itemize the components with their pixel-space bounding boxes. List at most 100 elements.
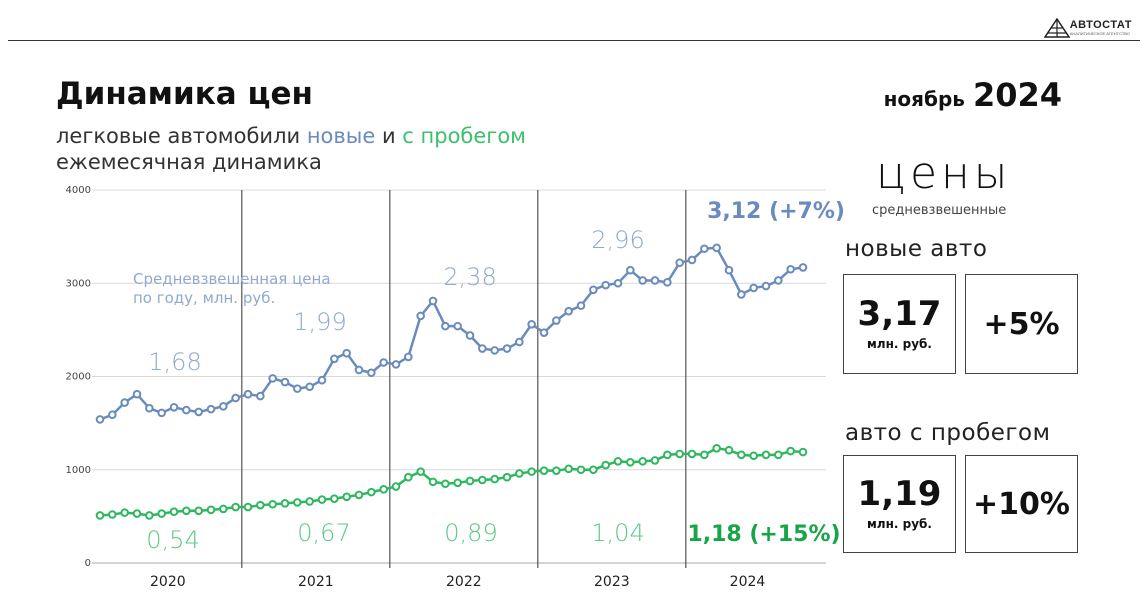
new-cars-point [441,321,450,331]
used-cars-label: авто с пробегом [845,420,1051,446]
annual-used-label: 0,67 [297,519,350,547]
new-cars-point [663,278,672,287]
used-cars-point [798,447,808,457]
used-cars-point [687,449,697,459]
new-change-value: +5% [983,306,1060,342]
used-cars-point [589,465,598,475]
used-cars-point [194,506,203,516]
new-cars-point [601,280,610,290]
used-cars-point [576,465,586,475]
used-cars-point [712,444,721,453]
used-cars-point [367,487,376,497]
used-cars-point [428,477,438,487]
new-price-unit: млн. руб. [867,337,932,351]
new-cars-point [145,403,154,413]
x-year-label: 2020 [150,574,186,590]
new-cars-point [737,290,746,299]
used-cars-point [700,450,709,460]
used-price-value: 1,19 [857,474,942,514]
used-cars-point [490,474,499,484]
new-cars-point [749,283,758,293]
subtitle-used: с пробегом [402,124,527,148]
used-cars-point [243,502,253,512]
used-cars-point [280,499,290,508]
used-cars-point [786,446,795,456]
y-tick-label: 3000 [66,278,91,289]
used-change-value: +10% [973,486,1070,522]
used-cars-point [601,460,610,470]
new-cars-point [613,278,623,288]
x-year-label: 2022 [446,574,482,590]
new-cars-point [391,360,401,369]
used-cars-point [342,492,351,502]
new-cars-point [379,358,388,367]
new-cars-point [490,346,499,355]
used-cars-point [724,445,734,455]
used-cars-point [231,502,240,512]
annotation-line-2: по году, млн. руб. [133,289,275,307]
used-cars-point [95,511,105,520]
used-cars-point [441,479,450,489]
new-cars-point [305,382,314,392]
new-cars-point [564,306,573,316]
new-cars-point [206,404,216,414]
new-cars-point [712,243,721,253]
used-cars-point [564,464,573,474]
page-title: Динамика цен [56,76,313,112]
page-subtitle: легковые автомобили новые и с пробегом [56,124,526,148]
panel-title: цены [876,148,1012,199]
annual-used-label: 1,04 [591,519,644,547]
new-cars-point [132,389,142,399]
new-cars-point [478,344,487,353]
used-cars-point [391,482,401,491]
used-cars-point [169,507,179,517]
period-year: 2024 [972,76,1062,114]
used-cars-point [206,505,216,515]
used-cars-point [219,504,228,514]
used-cars-series-line [99,447,804,517]
used-cars-point [737,450,746,460]
used-cars-point [613,457,623,466]
used-cars-point [638,457,647,466]
used-cars-point [256,500,265,510]
annual-new-label: 3,12 (+7%) [707,199,845,224]
new-cars-point [243,389,253,399]
new-cars-point [108,410,117,420]
new-change-box: +5% [965,274,1078,374]
new-cars-point [342,348,351,358]
new-cars-point [280,377,290,387]
new-cars-point [367,368,376,378]
used-cars-point [108,510,117,519]
subtitle-prefix: легковые автомобили [56,124,307,148]
x-year-label: 2023 [594,574,630,590]
annual-new-label: 1,99 [293,308,346,336]
used-cars-point [502,472,512,482]
new-cars-point [539,328,549,337]
new-cars-point [626,265,635,275]
x-year-label: 2021 [298,574,334,590]
new-cars-point [231,393,240,403]
used-cars-point [145,511,154,520]
new-cars-point [453,321,462,331]
new-cars-point [157,408,166,418]
logo-name: АВТОСТАТ [1069,19,1132,31]
page-subtitle-line2: ежемесячная динамика [56,150,322,174]
new-cars-series-line [99,246,804,421]
new-cars-point [527,319,536,329]
new-cars-point [650,276,660,285]
used-cars-point [416,467,425,476]
annual-used-label: 1,18 (+15%) [687,522,840,547]
used-cars-point [120,508,129,517]
new-cars-point [428,296,438,306]
report-period: ноябрь 2024 [884,76,1062,114]
annual-new-label: 2,96 [591,226,644,254]
new-cars-point [194,407,203,417]
new-cars-point [798,263,808,272]
used-price-box: 1,19 млн. руб. [843,455,956,553]
new-cars-point [120,398,129,407]
used-cars-point [761,450,771,460]
annual-used-label: 0,54 [146,526,199,554]
annual-used-label: 0,89 [444,519,497,547]
new-cars-label: новые авто [845,236,988,262]
used-cars-point [293,498,302,507]
